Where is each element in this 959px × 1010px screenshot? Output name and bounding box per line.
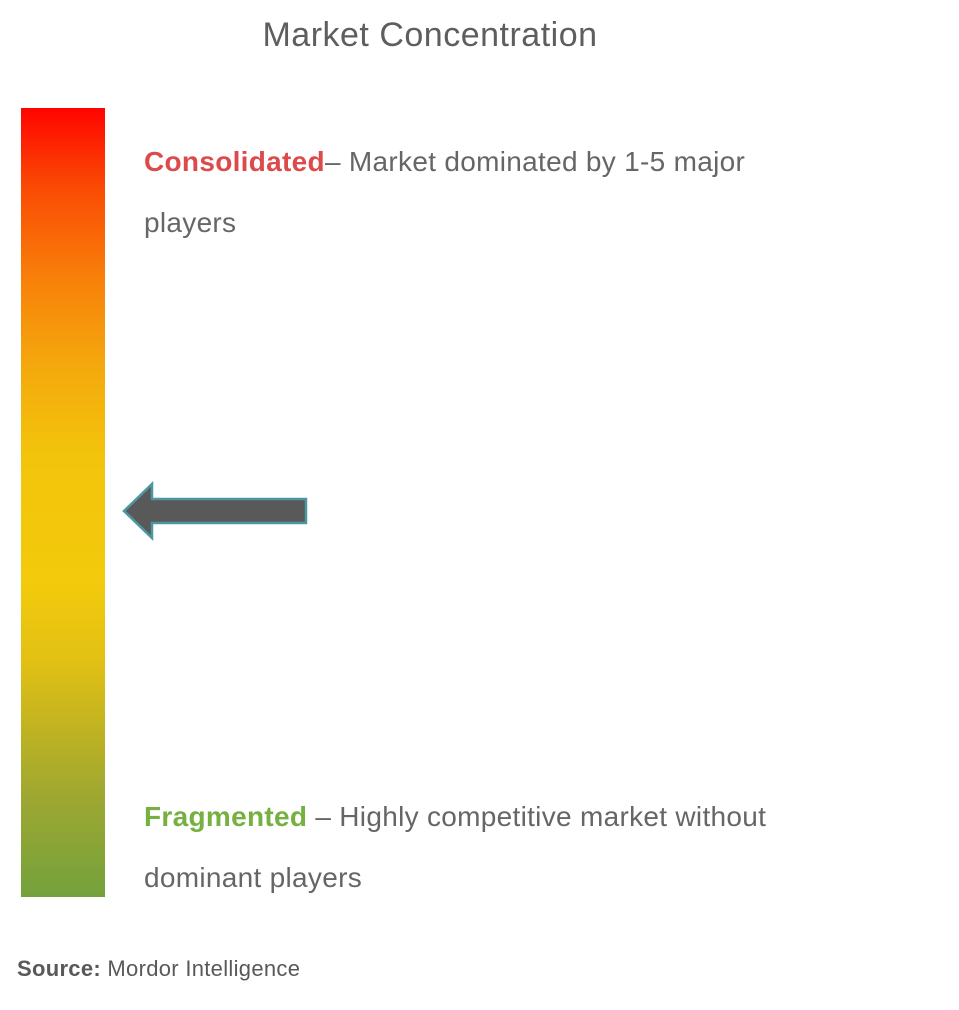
source-label: Source: bbox=[17, 956, 102, 981]
fragmented-description-text: Highly competitive market without domina… bbox=[144, 801, 767, 893]
source-text: Mordor Intelligence bbox=[101, 956, 301, 981]
consolidated-separator: – bbox=[324, 146, 349, 177]
fragmented-label: Fragmented bbox=[144, 801, 308, 832]
consolidated-description: Consolidated– Market dominated by 1-5 ma… bbox=[144, 131, 844, 253]
source-attribution: Source: Mordor Intelligence bbox=[17, 956, 300, 982]
indicator-arrow bbox=[122, 481, 308, 541]
fragmented-separator: – bbox=[307, 801, 340, 832]
page-title: Market Concentration bbox=[262, 16, 598, 54]
consolidated-description-text: Market dominated by 1-5 major players bbox=[144, 146, 746, 238]
left-arrow-icon bbox=[122, 481, 308, 541]
fragmented-description: Fragmented – Highly competitive market w… bbox=[144, 786, 844, 908]
concentration-gradient-bar bbox=[21, 108, 105, 897]
consolidated-label: Consolidated bbox=[144, 146, 325, 177]
